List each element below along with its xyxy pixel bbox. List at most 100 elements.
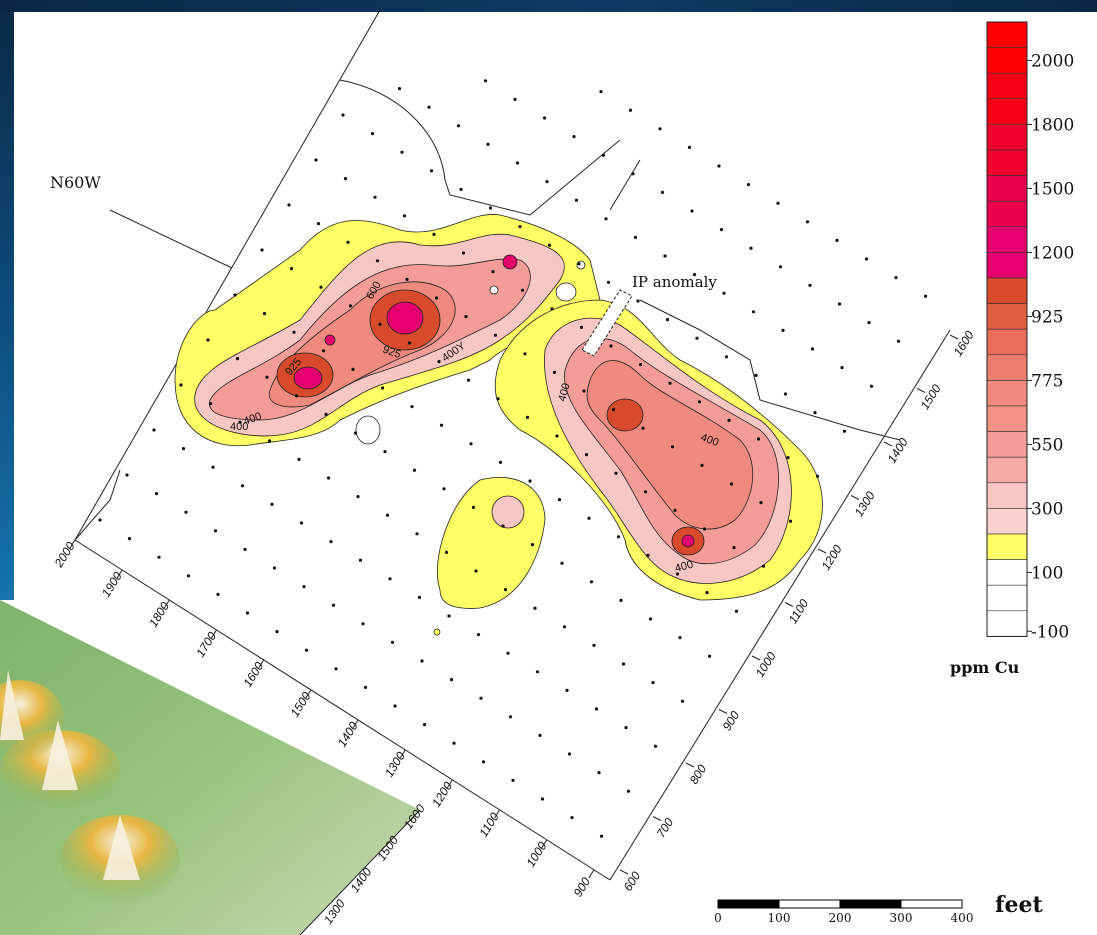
sample-point <box>410 405 414 409</box>
sample-point <box>896 339 901 343</box>
sample-point <box>680 699 685 703</box>
sample-point <box>606 280 611 284</box>
sample-point <box>469 442 473 446</box>
sample-point <box>385 513 390 517</box>
sample-point <box>840 366 844 370</box>
legend-swatch <box>986 200 1028 228</box>
sample-point <box>471 505 476 509</box>
sample-point <box>304 648 309 652</box>
legend-unit: ppm Cu <box>950 658 1020 677</box>
legend-label: 100 <box>1031 563 1063 583</box>
sample-point <box>289 267 294 271</box>
sample-point <box>565 688 569 693</box>
sample-point <box>528 479 532 483</box>
sample-point <box>864 257 869 261</box>
sample-point <box>390 640 395 645</box>
sample-point <box>479 696 483 700</box>
sample-point <box>653 744 658 748</box>
sample-point <box>270 502 274 506</box>
left-axis-tick-label: 1100 <box>476 810 502 840</box>
sample-point <box>611 408 616 412</box>
sample-point <box>181 447 186 451</box>
left-axis-tick-label: 1800 <box>146 599 172 629</box>
sample-point <box>488 206 493 210</box>
sample-point <box>326 476 331 480</box>
right-axis-tick-label: 800 <box>687 762 710 787</box>
sample-point <box>341 113 345 117</box>
sample-point <box>700 463 704 467</box>
sample-point <box>346 240 350 244</box>
sample-point <box>508 715 513 719</box>
right-axis-tick-label: 1000 <box>753 649 779 679</box>
sample-point <box>670 445 675 449</box>
sample-point <box>378 322 382 326</box>
legend-swatch <box>986 354 1028 381</box>
sample-point <box>867 321 871 325</box>
sample-point <box>557 498 562 502</box>
sample-point <box>727 418 731 422</box>
sample-point <box>216 592 220 597</box>
sample-point <box>783 392 788 396</box>
sample-point <box>348 304 353 308</box>
sample-point <box>444 550 449 555</box>
sample-point <box>601 153 606 157</box>
sample-point <box>184 510 188 514</box>
sample-point <box>356 495 360 499</box>
sample-point <box>243 547 247 552</box>
sample-point <box>572 135 576 139</box>
legend-label: -100 <box>1031 622 1069 642</box>
background-gradient-left <box>0 0 14 600</box>
contour-label: 400 <box>242 410 263 428</box>
sample-point <box>724 355 729 359</box>
sample-point <box>597 771 601 775</box>
legend-swatch <box>986 21 1028 48</box>
sample-point <box>179 383 183 387</box>
sample-point <box>363 685 368 690</box>
sample-point <box>604 217 608 221</box>
sample-point <box>127 537 132 541</box>
sample-point <box>815 474 820 478</box>
sample-point <box>781 328 785 332</box>
sample-point <box>420 659 424 663</box>
sample-point <box>638 363 643 367</box>
legend-swatch <box>986 610 1028 637</box>
sample-point <box>592 643 596 648</box>
sample-point <box>673 508 677 512</box>
sample-point <box>633 235 638 239</box>
sample-point <box>678 636 682 640</box>
sample-point <box>628 108 633 112</box>
right-axis-tick-label: 1600 <box>951 328 977 358</box>
sample-point <box>152 428 156 432</box>
sample-point <box>474 569 478 573</box>
sample-point <box>756 437 761 441</box>
sample-point <box>525 415 530 419</box>
contour-label: 400 <box>699 432 720 450</box>
inset-3d-surface <box>0 600 421 935</box>
sample-point <box>486 142 490 146</box>
sample-point <box>402 214 407 218</box>
legend-swatch <box>986 72 1028 100</box>
contour-zone-high <box>293 254 695 548</box>
sample-point <box>697 400 702 404</box>
sample-point <box>660 190 665 194</box>
legend-label: 925 <box>1031 307 1063 327</box>
sample-point <box>923 294 928 298</box>
sample-point <box>208 402 213 406</box>
sample-point <box>370 132 375 136</box>
sample-point <box>732 546 736 550</box>
sample-point <box>626 789 631 793</box>
sample-point <box>542 116 547 120</box>
left-axis-tick-label: 1500 <box>288 689 314 719</box>
sample-point <box>619 598 623 603</box>
legend-swatch <box>986 482 1028 509</box>
sample-point <box>749 246 753 250</box>
sample-point <box>562 625 567 629</box>
right-axis-tick-label: 900 <box>720 708 743 733</box>
right-axis-tick-label: 600 <box>621 869 644 894</box>
sample-point <box>665 318 670 322</box>
sample-point <box>636 299 640 303</box>
scale-bar: 0 100 200 300 400 <box>714 899 973 925</box>
sample-point <box>262 312 267 316</box>
sample-point <box>808 283 812 287</box>
sample-point <box>415 532 419 536</box>
